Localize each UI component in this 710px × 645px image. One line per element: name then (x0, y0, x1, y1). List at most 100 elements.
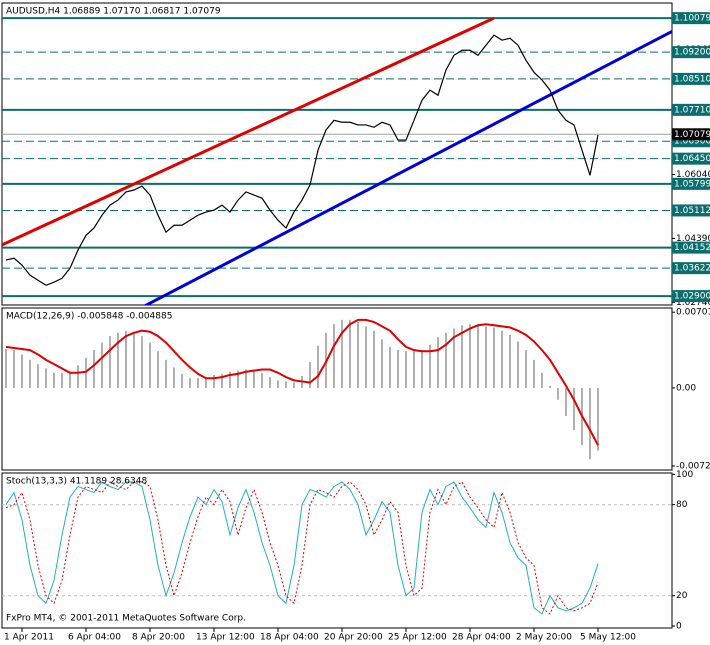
panel-frame (1, 307, 673, 471)
current-box (672, 128, 710, 141)
macd-bar (245, 369, 247, 388)
macd-bar (421, 350, 423, 388)
macd-bar (533, 359, 535, 388)
level-label: 1.03622 (674, 264, 710, 274)
y-tick-label: 100 (676, 470, 693, 480)
y-tick-label: 0 (676, 622, 682, 632)
macd-bar (5, 349, 7, 388)
macd-bar (493, 327, 495, 388)
macd-bar (165, 359, 167, 388)
macd-bar (589, 387, 591, 460)
macd-bar (429, 344, 431, 388)
level-label: 1.07710 (674, 105, 710, 115)
macd-bar (149, 342, 151, 388)
macd-bar (37, 364, 39, 388)
macd-bar (205, 377, 207, 388)
level-label: 1.05799 (674, 179, 710, 189)
level-label: 1.02900 (674, 292, 710, 302)
y-tick-label: 1.04390 (676, 234, 710, 244)
macd-bar (261, 372, 263, 388)
x-tick-label: 18 Apr 04:00 (260, 633, 319, 643)
macd-bar (101, 342, 103, 388)
macd-bar (549, 385, 551, 388)
y-tick-label: 1.02740 (676, 298, 710, 308)
y-tick-label: 80 (676, 500, 688, 510)
level-box (672, 103, 710, 116)
macd-bar (445, 332, 447, 388)
macd-bar (253, 369, 255, 388)
macd-bar (213, 374, 215, 388)
panel-title: MACD(12,26,9) -0.005848 -0.004885 (6, 312, 172, 322)
macd-bar (93, 350, 95, 388)
macd-bar (469, 324, 471, 388)
macd-bar (21, 354, 23, 388)
macd-bar (413, 351, 415, 388)
plot-area (2, 16, 672, 305)
current-label: 1.07079 (674, 130, 710, 140)
level-label: 1.05112 (674, 206, 710, 216)
macd-bar (221, 373, 223, 388)
macd-bar (117, 332, 119, 388)
footer: FxPro MT4, © 2001-2011 MetaQuotes Softwa… (6, 614, 246, 624)
macd-bar (381, 339, 383, 388)
level-box (672, 290, 710, 303)
level-box (672, 72, 710, 85)
level-box (672, 12, 710, 25)
plot-area (2, 481, 672, 615)
macd-bar (437, 337, 439, 388)
macd-bar (333, 324, 335, 388)
stoch-line (5, 481, 599, 615)
macd-bar (237, 370, 239, 388)
panel-title: Stoch(13,3,3) 41.1189 28.6348 (6, 477, 147, 487)
y-tick-label: 0.00701 (676, 308, 710, 318)
level-label: 1.06900 (674, 137, 710, 147)
macd-bar (125, 330, 127, 388)
macd-bar (373, 330, 375, 388)
macd-bar (349, 319, 351, 388)
x-tick-label: 28 Apr 04:00 (452, 633, 511, 643)
x-tick-label: 5 May 12:00 (580, 633, 636, 643)
trend-line (2, 16, 495, 247)
plot-area (5, 318, 599, 460)
level-box (672, 46, 710, 59)
macd-bar (133, 331, 135, 388)
x-tick-label: 2 May 20:00 (516, 633, 572, 643)
macd-bar (389, 346, 391, 388)
level-box (672, 241, 710, 254)
stoch-line (5, 481, 599, 615)
trend-line (143, 30, 672, 305)
macd-bar (285, 381, 287, 388)
macd-bar (365, 326, 367, 388)
macd-bar (61, 372, 63, 388)
x-tick-label: 8 Apr 20:00 (132, 633, 185, 643)
level-box (672, 204, 710, 217)
y-tick-label: 0.00 (676, 383, 696, 393)
macd-bar (293, 382, 295, 388)
x-tick-label: 25 Apr 12:00 (388, 633, 447, 643)
macd-bar (509, 335, 511, 388)
macd-bar (525, 350, 527, 388)
macd-bar (29, 359, 31, 388)
macd-bar (197, 378, 199, 388)
level-label: 1.09200 (674, 48, 710, 58)
macd-bar (557, 387, 559, 400)
macd-bar (13, 350, 15, 388)
level-label: 1.06450 (674, 154, 710, 164)
y-tick-label: 1.06040 (676, 170, 710, 180)
macd-bar (317, 345, 319, 388)
x-tick-label: 6 Apr 04:00 (68, 633, 121, 643)
macd-bar (277, 380, 279, 388)
price-line (5, 34, 599, 286)
x-tick-label: 20 Apr 20:00 (324, 633, 383, 643)
macd-bar (229, 371, 231, 388)
macd-bar (341, 319, 343, 388)
level-box (672, 262, 710, 275)
macd-bar (53, 372, 55, 388)
macd-bar (181, 373, 183, 388)
macd-bar (173, 367, 175, 388)
level-label: 1.04152 (674, 243, 710, 253)
x-tick-label: 13 Apr 12:00 (196, 633, 255, 643)
macd-bar (573, 387, 575, 431)
x-tick-label: 1 Apr 2011 (4, 633, 54, 643)
